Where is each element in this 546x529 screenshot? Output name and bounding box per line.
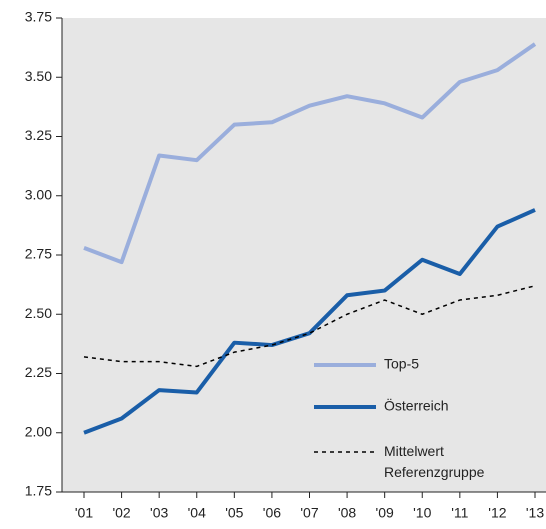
x-tick-label: '05	[225, 505, 243, 521]
x-tick-label: '01	[75, 505, 93, 521]
y-tick-label: 3.00	[25, 186, 52, 202]
x-tick-label: '03	[150, 505, 168, 521]
y-tick-label: 2.25	[25, 364, 52, 380]
x-tick-label: '08	[338, 505, 356, 521]
x-tick-label: '09	[376, 505, 394, 521]
plot-background	[62, 18, 546, 492]
line-series	[83, 285, 536, 368]
y-tick-label: 2.00	[25, 423, 52, 439]
legend-label: Mittelwert Referenzgruppe	[384, 443, 485, 480]
legend-label: Österreich	[384, 397, 449, 414]
line-series	[83, 208, 536, 435]
y-tick-label: 3.50	[25, 68, 52, 84]
x-tick-label: '12	[488, 505, 506, 521]
x-tick-label: '13	[526, 505, 544, 521]
line-series	[83, 42, 537, 265]
x-tick-label: '07	[300, 505, 318, 521]
x-tick-label: '10	[413, 505, 431, 521]
x-tick-label: '06	[263, 505, 281, 521]
legend-label: Top-5	[384, 356, 419, 372]
y-tick-label: 3.75	[25, 9, 52, 25]
y-tick-label: 1.75	[25, 483, 52, 499]
x-tick-label: '04	[188, 505, 206, 521]
y-tick-label: 2.50	[25, 305, 52, 321]
x-tick-label: '02	[112, 505, 130, 521]
x-tick-label: '11	[451, 505, 468, 521]
y-tick-label: 3.25	[25, 127, 52, 143]
y-tick-label: 2.75	[25, 246, 52, 262]
